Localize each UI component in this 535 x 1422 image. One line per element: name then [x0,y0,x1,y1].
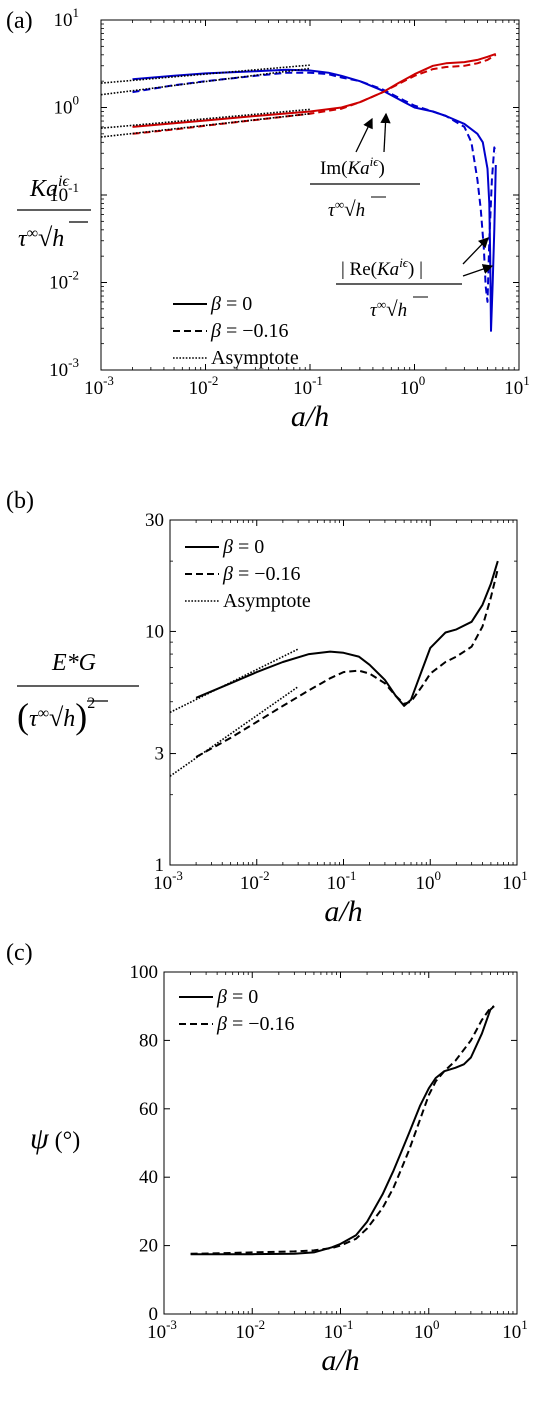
legend: β = 0 β = −0.16 [179,986,295,1035]
panel-label: (c) [6,940,33,966]
annotation-arrow [355,117,373,153]
x-axis-label: a/h [291,400,329,433]
x-tick-label: 101 [502,1317,528,1343]
x-tick-label: 10-3 [84,373,114,399]
x-tick-label: 10-2 [189,373,219,399]
x-tick-label: 10-1 [293,373,323,399]
x-tick-label: 10-2 [235,1317,265,1343]
x-tick-label: 100 [414,1317,440,1343]
series-line-2 [195,568,499,758]
y-axis-label: ψ (°) [30,1122,80,1155]
legend-label: β = −0.16 [210,320,289,342]
y-axis-label-numerator: E*G [51,650,96,676]
y-axis-label-denominator: (τ∞√h)2 [17,695,95,736]
legend-label: β = 0 [222,536,264,558]
series-line-6 [101,67,311,96]
series-group [101,52,497,332]
annotation-arrow [380,112,391,153]
y-tick-label: 0 [149,1304,159,1325]
annotation-im: Im(Kaiϵ) [320,154,385,179]
series-group [170,560,499,777]
annotation-re-denominator: τ∞√h [370,297,407,321]
y-tick-label: 10-2 [49,268,79,294]
y-tick-label: 101 [54,5,80,31]
y-axis-label: E*G (τ∞√h)2 [17,650,139,736]
series-line-4 [170,686,299,777]
panel-label: (b) [6,488,34,514]
legend-label: Asymptote [211,347,299,369]
series-line-3 [170,648,299,714]
series-line-1 [190,1005,495,1256]
y-axis-label-text: ψ (°) [30,1122,80,1155]
x-tick-label: 101 [504,373,530,399]
x-axis-label: a/h [321,1344,359,1377]
annotation-re: | Re(Kaiϵ) | [341,255,423,280]
legend: β = 0 β = −0.16 Asymptote [185,536,311,612]
annotations: Im(Kaiϵ) τ∞√h | Re(Kaiϵ) | τ∞√h [310,112,494,321]
legend-label: β = −0.16 [222,563,301,585]
y-tick-label: 3 [155,744,165,765]
x-tick-label: 100 [416,868,442,894]
annotation-arrow [462,264,494,277]
x-tick-label: 10-2 [240,868,270,894]
annotation-im-denominator: τ∞√h [328,197,365,221]
y-tick-label: 60 [139,1099,158,1120]
y-tick-label: 40 [139,1167,158,1188]
y-tick-label: 80 [139,1030,158,1051]
y-tick-label: 20 [139,1236,158,1257]
legend-label: β = 0 [216,986,258,1008]
series-line-2 [190,1005,495,1255]
series-line-2 [132,52,497,128]
y-tick-label: 100 [130,962,159,983]
annotation-arrow [462,237,489,265]
y-tick-label: 30 [145,510,164,531]
series-line-3 [132,71,497,303]
panel-label: (a) [6,8,33,34]
x-tick-label: 101 [502,868,528,894]
y-axis-label-denominator: τ∞√h [18,223,64,252]
y-tick-label: 1 [155,855,165,876]
series-line-1 [132,68,497,332]
y-tick-label: 100 [54,93,80,119]
legend-label: Asymptote [223,590,311,612]
x-tick-label: 10-1 [327,868,357,894]
y-tick-label: 10 [145,621,164,642]
x-axis-label: a/h [324,895,362,928]
series-line-7 [101,108,311,129]
series-group [190,1005,495,1256]
legend-label: β = 0 [210,293,252,315]
legend: β = 0 β = −0.16 Asymptote [173,293,299,369]
x-tick-label: 100 [400,373,426,399]
legend-label: β = −0.16 [216,1013,295,1035]
y-tick-label: 10-3 [49,355,79,381]
x-tick-label: 10-1 [324,1317,354,1343]
